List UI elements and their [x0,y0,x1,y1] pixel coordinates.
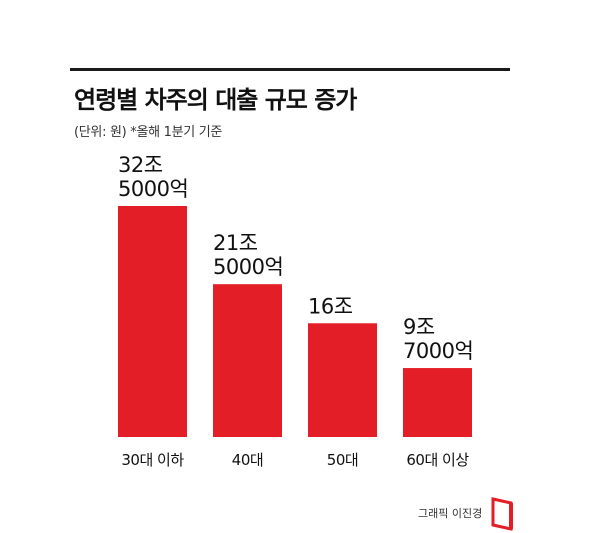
bar-2 [213,284,282,437]
data-label-2-1: 21조 [213,231,258,255]
chart-subtitle: (단위: 원) *올해 1분기 기준 [74,125,223,140]
category-label-1: 30대 이하 [121,451,184,469]
red-bracket-logo-icon [491,497,513,531]
data-label-1-1: 32조 [118,153,163,177]
data-label-2-2: 5000억 [213,255,283,279]
bar-4 [403,368,472,437]
category-label-4: 60대 이상 [406,451,469,469]
graphic-credit: 그래픽 이진경 [418,507,483,520]
data-label-4-1: 9조 [403,315,435,339]
chart-title: 연령별 차주의 대출 규모 증가 [74,86,357,114]
bar-3 [308,323,377,437]
category-label-2: 40대 [232,451,263,469]
top-rule [70,68,510,71]
data-label-4-2: 7000억 [403,339,473,363]
bar-1 [118,206,187,437]
data-label-3-1: 16조 [308,294,353,318]
category-label-3: 50대 [327,451,358,469]
data-label-1-2: 5000억 [118,177,188,201]
